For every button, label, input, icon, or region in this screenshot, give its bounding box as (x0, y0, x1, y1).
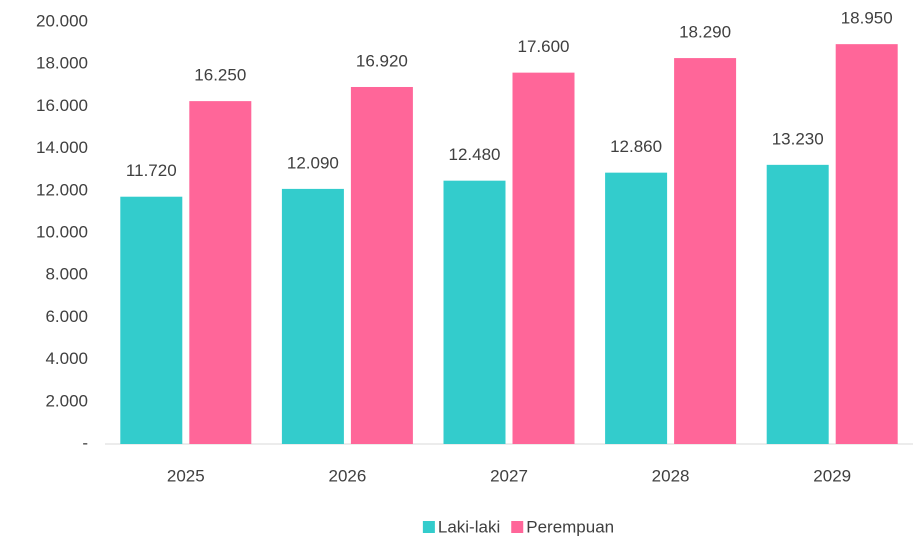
bar (189, 101, 252, 444)
legend-swatch (422, 521, 435, 533)
y-tick-label: - (82, 433, 88, 452)
y-tick-label: 8.000 (45, 265, 88, 284)
value-label: 16.920 (356, 51, 408, 70)
value-label: 12.480 (449, 145, 501, 164)
value-label: 18.290 (679, 23, 731, 42)
x-tick-label: 2028 (652, 466, 690, 485)
bar (443, 180, 506, 444)
legend-label: Perempuan (526, 517, 614, 536)
y-tick-label: 10.000 (36, 222, 88, 241)
legend-label: Laki-laki (438, 517, 500, 536)
bar (674, 58, 737, 445)
bar (281, 188, 344, 444)
y-tick-label: 2.000 (45, 391, 88, 410)
y-tick-label: 18.000 (36, 54, 88, 73)
y-tick-label: 20.000 (36, 11, 88, 30)
legend-swatch (511, 521, 524, 533)
value-label: 11.720 (126, 161, 177, 180)
x-tick-label: 2027 (490, 466, 528, 485)
value-label: 16.250 (194, 66, 246, 85)
y-tick-label: 14.000 (36, 138, 88, 157)
value-label: 12.860 (610, 137, 662, 156)
bar (120, 196, 183, 444)
value-label: 12.090 (287, 153, 339, 172)
value-label: 18.950 (841, 9, 893, 28)
bar (766, 164, 829, 445)
bar (350, 86, 413, 444)
bar (605, 172, 668, 445)
y-tick-label: 16.000 (36, 96, 88, 115)
y-tick-label: 12.000 (36, 180, 88, 199)
value-label: 17.600 (518, 37, 570, 56)
y-tick-label: 4.000 (45, 349, 88, 368)
bar (512, 72, 575, 444)
bar (835, 44, 898, 444)
value-label: 13.230 (772, 129, 824, 148)
x-tick-label: 2026 (328, 466, 366, 485)
x-tick-label: 2025 (167, 466, 205, 485)
x-tick-label: 2029 (813, 466, 851, 485)
y-tick-label: 6.000 (45, 307, 88, 326)
